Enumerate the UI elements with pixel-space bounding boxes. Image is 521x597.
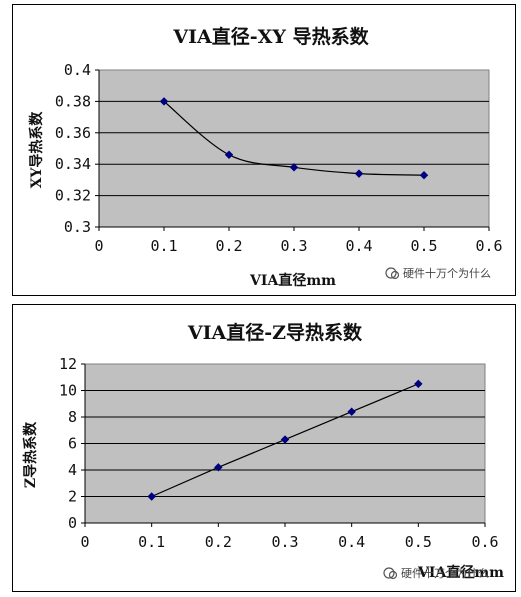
y-axis-label: XY导热系数 [28, 111, 45, 189]
watermark-text: 硬件十万个为什么 [403, 266, 491, 280]
data-point-marker [159, 97, 169, 106]
y-axis-label: Z导热系数 [22, 421, 39, 488]
x-tick-label: 0.5 [405, 533, 432, 551]
watermark-logo-icon-part [388, 570, 398, 580]
chart-svg-xy: VIA直径-XY 导热系数 0.3 0.32 0.34 0.36 0.38 0.4 0 0.1… [28, 25, 503, 289]
data-point-marker [214, 463, 223, 472]
x-tick-label: 0 [80, 533, 89, 551]
plot-area: 0.3 0.32 0.34 0.36 0.38 0.4 0 0.1 0.2 0.3 0.4 0.5 0.… [55, 61, 503, 255]
x-tick-label: 0.4 [345, 237, 372, 255]
x-tick-label: 0.6 [475, 237, 502, 255]
y-tick-label: 2 [68, 488, 77, 506]
x-tick-label: 0.1 [150, 237, 177, 255]
data-point-marker [280, 435, 290, 444]
y-tick-label: 6 [68, 435, 77, 453]
x-tick-label: 0.3 [280, 237, 307, 255]
y-tick-label: 12 [59, 355, 77, 373]
y-tick-label: 0.34 [55, 155, 91, 173]
chart-title: VIA直径-XY 导热系数 [172, 25, 369, 48]
y-tick-label: 4 [68, 461, 77, 479]
x-tick-label: 0.4 [338, 533, 365, 551]
plot-area: 0 2 4 6 8 10 12 0 0.1 0.2 0.3 0.4 0.5 0.6 [59, 355, 499, 551]
chart-panel-xy: VIA直径-XY 导热系数 0.3 0.32 0.34 0.36 0.38 0.4 0 0.1… [12, 4, 516, 296]
y-tick-label: 0.3 [64, 218, 91, 236]
y-tick-label: 0.36 [55, 124, 91, 142]
x-axis-label: VIA直径mm [417, 564, 504, 581]
y-tick-label: 0.38 [55, 92, 91, 110]
x-tick-label: 0.2 [205, 533, 232, 551]
data-point-marker [289, 163, 299, 172]
x-tick-label: 0.6 [471, 533, 498, 551]
watermark-logo-icon-part [390, 270, 400, 280]
y-tick-label: 0.4 [64, 61, 91, 79]
data-point-marker [224, 150, 234, 159]
data-point-marker [347, 407, 356, 416]
y-tick-label: 0.32 [55, 187, 91, 205]
y-tick-label: 10 [59, 382, 77, 400]
chart-title: VIA直径-Z导热系数 [187, 321, 363, 344]
y-tick-label: 0 [68, 514, 77, 532]
x-tick-label: 0 [94, 237, 103, 255]
data-point-marker [419, 170, 429, 180]
data-point-marker [414, 379, 423, 389]
plot-background [98, 69, 490, 228]
watermark-logo-icon [383, 567, 395, 579]
chart-svg-z: VIA直径-Z导热系数 0 2 4 6 8 10 12 0 0.1 0.2 0.3 0.4 0.5 0.6… [22, 321, 504, 581]
data-point-marker [354, 169, 364, 178]
x-tick-label: 0.3 [271, 533, 298, 551]
chart-panel-z: VIA直径-Z导热系数 0 2 4 6 8 10 12 0 0.1 0.2 0.3 0.4 0.5 0.6… [12, 304, 516, 592]
x-tick-label: 0.5 [410, 237, 437, 255]
data-point-marker [147, 492, 156, 501]
watermark-logo-icon [385, 267, 397, 279]
y-tick-label: 8 [68, 408, 77, 426]
watermark-text: 硬件十万个为什么 [401, 566, 489, 580]
x-tick-label: 0.1 [138, 533, 165, 551]
x-axis-label: VIA直径mm [249, 272, 336, 289]
x-tick-label: 0.2 [215, 237, 242, 255]
